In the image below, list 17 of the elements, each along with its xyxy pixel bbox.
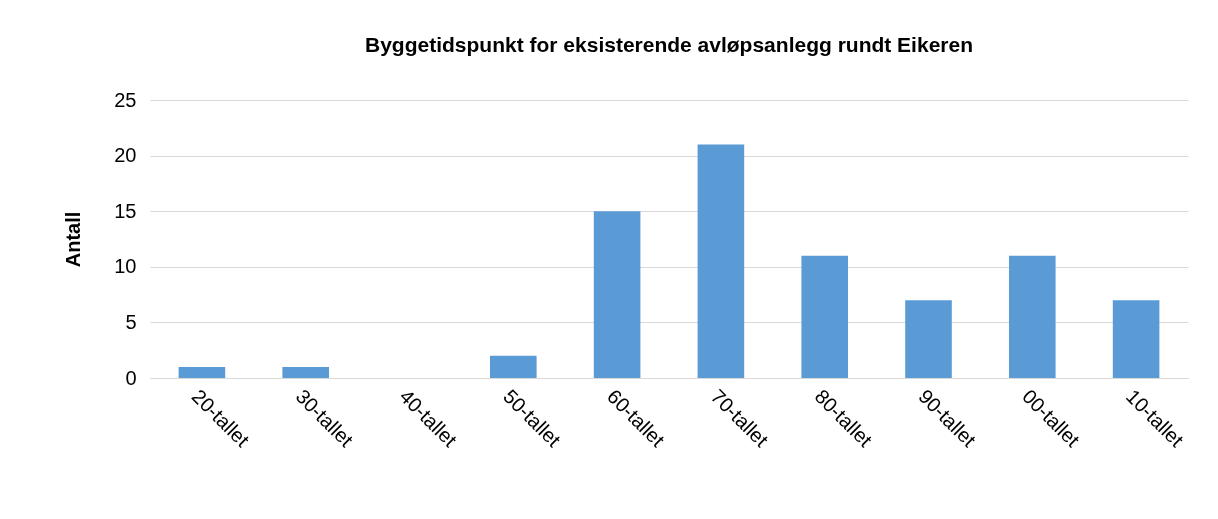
bar — [490, 355, 537, 378]
y-tick-label: 20 — [114, 144, 137, 167]
bar — [1009, 255, 1056, 378]
chart-title: Byggetidspunkt for eksisterende avløpsanlegg rundt Eikeren — [365, 33, 973, 56]
bar — [178, 366, 226, 378]
bar — [801, 255, 848, 378]
y-tick-label: 25 — [114, 88, 137, 111]
y-tick-label: 0 — [125, 366, 137, 389]
bar — [593, 211, 641, 378]
bar — [282, 366, 329, 378]
y-tick-label: 10 — [114, 255, 137, 278]
y-tick-label: 15 — [114, 199, 137, 222]
y-axis-title: Antall — [62, 211, 85, 268]
bar — [1112, 300, 1160, 378]
y-tick-label: 5 — [125, 310, 137, 333]
bar — [697, 144, 745, 378]
bar — [905, 300, 952, 378]
